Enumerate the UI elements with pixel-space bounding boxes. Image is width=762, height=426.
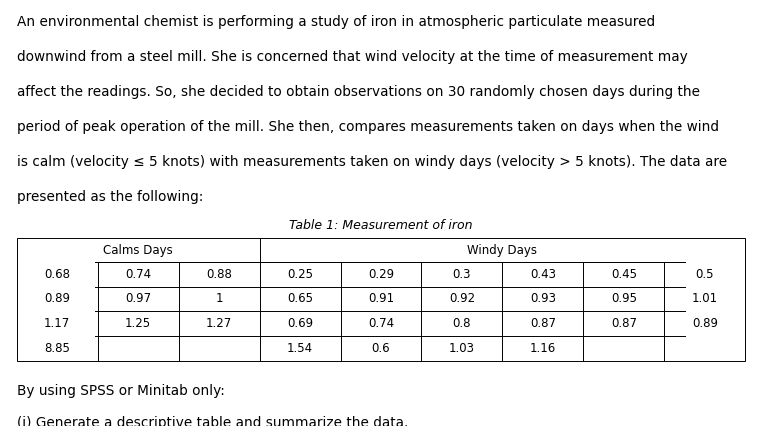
Text: 0.25: 0.25 xyxy=(287,268,313,281)
Text: 0.87: 0.87 xyxy=(530,317,556,330)
Text: 0.74: 0.74 xyxy=(125,268,151,281)
Text: 0.92: 0.92 xyxy=(449,293,475,305)
Text: 1.16: 1.16 xyxy=(530,342,556,355)
Text: By using SPSS or Minitab only:: By using SPSS or Minitab only: xyxy=(17,384,225,398)
Text: 0.43: 0.43 xyxy=(530,268,556,281)
Text: 0.89: 0.89 xyxy=(44,293,70,305)
Text: 0.95: 0.95 xyxy=(611,293,637,305)
Text: 0.88: 0.88 xyxy=(207,268,232,281)
Text: Calms Days: Calms Days xyxy=(104,244,173,257)
Text: 1: 1 xyxy=(216,293,223,305)
Text: (i) Generate a descriptive table and summarize the data.: (i) Generate a descriptive table and sum… xyxy=(17,416,408,426)
Text: 0.5: 0.5 xyxy=(696,268,714,281)
Text: 0.8: 0.8 xyxy=(453,317,471,330)
Text: Table 1: Measurement of iron: Table 1: Measurement of iron xyxy=(290,219,472,232)
Text: 0.93: 0.93 xyxy=(530,293,556,305)
Text: Windy Days: Windy Days xyxy=(467,244,537,257)
Text: 1.17: 1.17 xyxy=(44,317,70,330)
Text: 1.01: 1.01 xyxy=(692,293,718,305)
Bar xyxy=(17,239,745,361)
Text: 0.74: 0.74 xyxy=(368,317,394,330)
Text: 0.68: 0.68 xyxy=(44,268,70,281)
Text: 0.45: 0.45 xyxy=(611,268,637,281)
Text: 1.54: 1.54 xyxy=(287,342,313,355)
Text: 0.69: 0.69 xyxy=(287,317,313,330)
Text: affect the readings. So, she decided to obtain observations on 30 randomly chose: affect the readings. So, she decided to … xyxy=(17,85,700,99)
Text: 1.27: 1.27 xyxy=(206,317,232,330)
Text: 0.91: 0.91 xyxy=(368,293,394,305)
Text: 1.03: 1.03 xyxy=(449,342,475,355)
Text: is calm (velocity ≤ 5 knots) with measurements taken on windy days (velocity > 5: is calm (velocity ≤ 5 knots) with measur… xyxy=(17,155,727,169)
Text: 0.87: 0.87 xyxy=(611,317,637,330)
Text: 0.6: 0.6 xyxy=(372,342,390,355)
Text: period of peak operation of the mill. She then, compares measurements taken on d: period of peak operation of the mill. Sh… xyxy=(17,120,719,134)
Text: 0.29: 0.29 xyxy=(368,268,394,281)
Text: 0.65: 0.65 xyxy=(287,293,313,305)
Text: 1.25: 1.25 xyxy=(125,317,151,330)
Text: An environmental chemist is performing a study of iron in atmospheric particulat: An environmental chemist is performing a… xyxy=(17,15,655,29)
Text: 0.97: 0.97 xyxy=(125,293,151,305)
Text: 0.89: 0.89 xyxy=(692,317,718,330)
Text: 8.85: 8.85 xyxy=(44,342,70,355)
Text: 0.3: 0.3 xyxy=(453,268,471,281)
Text: downwind from a steel mill. She is concerned that wind velocity at the time of m: downwind from a steel mill. She is conce… xyxy=(17,50,687,64)
Text: presented as the following:: presented as the following: xyxy=(17,190,203,204)
